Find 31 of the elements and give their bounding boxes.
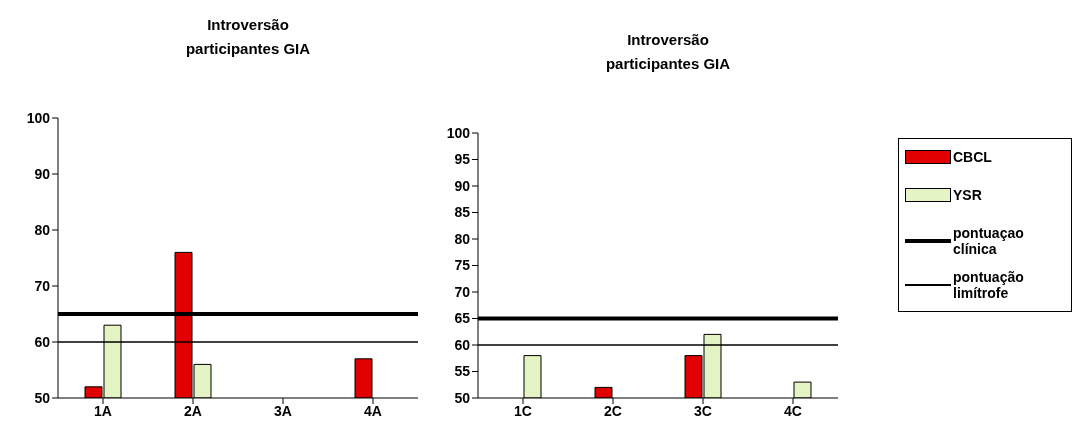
legend-label: pontuação limítrofe [953, 269, 1025, 301]
y-tick-label: 90 [34, 165, 51, 182]
y-tick-label: 90 [454, 177, 471, 194]
legend-label: pontuaçao clínica [953, 225, 1025, 257]
y-tick-label: 60 [454, 336, 471, 353]
y-tick-label: 70 [454, 283, 471, 300]
y-tick-label: 70 [34, 277, 51, 294]
y-tick-label: 100 [26, 109, 51, 126]
x-tick-label: 4C [784, 402, 802, 419]
y-tick-label: 95 [454, 151, 471, 168]
x-tick-label: 3A [274, 402, 292, 419]
legend-label: CBCL [953, 149, 992, 165]
y-tick-label: 50 [454, 389, 471, 406]
x-tick-label: 3C [694, 402, 712, 419]
x-tick-label: 1A [94, 402, 112, 419]
y-tick-label: 100 [446, 124, 471, 141]
chart-title: Introversão participantes GIA [184, 15, 312, 59]
y-tick-label: 55 [454, 363, 471, 380]
x-tick-label: 4A [364, 402, 382, 419]
y-tick-label: 80 [34, 221, 51, 238]
y-tick-label: 50 [34, 389, 51, 406]
y-tick-label: 85 [454, 204, 471, 221]
chart-title: Introversão participantes GIA [604, 30, 732, 74]
y-tick-label: 80 [454, 230, 471, 247]
y-tick-label: 75 [454, 257, 471, 274]
x-tick-label: 2A [184, 402, 202, 419]
y-tick-label: 65 [454, 310, 471, 327]
y-tick-label: 60 [34, 333, 51, 350]
x-tick-label: 2C [604, 402, 622, 419]
legend-label: YSR [953, 187, 982, 203]
x-tick-label: 1C [514, 402, 532, 419]
